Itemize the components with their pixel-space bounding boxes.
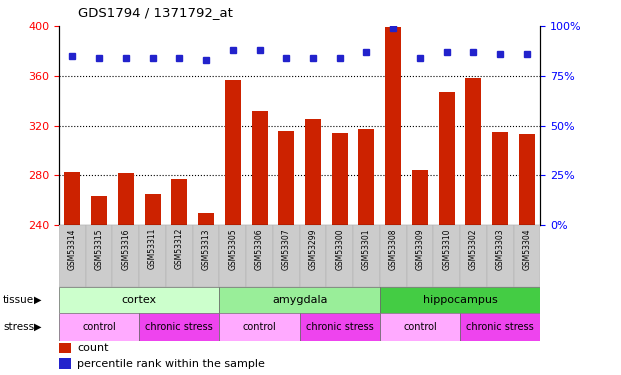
Bar (460, 225, 487, 287)
Bar (380, 287, 540, 313)
Text: GSM53316: GSM53316 (121, 228, 130, 270)
Text: GSM53315: GSM53315 (94, 228, 104, 270)
Text: GSM53310: GSM53310 (442, 228, 451, 270)
Bar (59, 287, 219, 313)
Bar (112, 225, 139, 287)
Bar (118, 173, 134, 225)
Bar (198, 213, 214, 225)
Text: control: control (403, 322, 437, 332)
Bar (139, 225, 166, 287)
Bar (65, 172, 80, 225)
Bar (487, 225, 514, 287)
Bar (59, 313, 139, 341)
Bar (171, 179, 188, 225)
Text: GSM53307: GSM53307 (282, 228, 291, 270)
Bar (139, 313, 219, 341)
Bar (219, 225, 246, 287)
Text: GSM53303: GSM53303 (496, 228, 505, 270)
Text: percentile rank within the sample: percentile rank within the sample (77, 359, 265, 369)
Text: GSM53312: GSM53312 (175, 228, 184, 270)
Text: GSM53308: GSM53308 (389, 228, 397, 270)
Bar (59, 358, 71, 369)
Text: GSM53302: GSM53302 (469, 228, 478, 270)
Bar (353, 225, 380, 287)
Text: cortex: cortex (122, 295, 156, 305)
Bar (86, 225, 112, 287)
Bar (219, 287, 380, 313)
Text: GDS1794 / 1371792_at: GDS1794 / 1371792_at (78, 6, 232, 19)
Bar (299, 225, 327, 287)
Text: chronic stress: chronic stress (466, 322, 534, 332)
Bar (327, 225, 353, 287)
Bar (407, 225, 433, 287)
Text: control: control (82, 322, 116, 332)
Bar (514, 225, 540, 287)
Text: hippocampus: hippocampus (423, 295, 497, 305)
Bar (380, 313, 460, 341)
Bar (278, 130, 294, 225)
Text: GSM53305: GSM53305 (229, 228, 237, 270)
Bar (492, 132, 508, 225)
Bar (193, 225, 219, 287)
Bar (273, 225, 299, 287)
Bar (332, 133, 348, 225)
Bar (465, 78, 481, 225)
Text: ▶: ▶ (34, 322, 42, 332)
Bar (433, 225, 460, 287)
Text: chronic stress: chronic stress (145, 322, 213, 332)
Text: count: count (77, 343, 109, 353)
Bar (59, 343, 71, 353)
Bar (252, 111, 268, 225)
Bar (246, 225, 273, 287)
Text: control: control (243, 322, 276, 332)
Text: GSM53309: GSM53309 (415, 228, 424, 270)
Text: amygdala: amygdala (272, 295, 327, 305)
Bar (299, 313, 380, 341)
Bar (145, 194, 161, 225)
Text: GSM53304: GSM53304 (522, 228, 532, 270)
Bar (519, 134, 535, 225)
Text: tissue: tissue (3, 295, 34, 305)
Text: GSM53311: GSM53311 (148, 228, 157, 270)
Bar (166, 225, 193, 287)
Text: GSM53313: GSM53313 (202, 228, 211, 270)
Bar (412, 170, 428, 225)
Text: ▶: ▶ (34, 295, 42, 305)
Text: GSM53301: GSM53301 (362, 228, 371, 270)
Bar (59, 225, 86, 287)
Bar (358, 129, 374, 225)
Text: GSM53299: GSM53299 (309, 228, 317, 270)
Bar (438, 92, 455, 225)
Bar (219, 313, 299, 341)
Text: chronic stress: chronic stress (306, 322, 374, 332)
Bar (460, 313, 540, 341)
Bar (225, 80, 241, 225)
Bar (305, 119, 321, 225)
Text: stress: stress (3, 322, 34, 332)
Text: GSM53314: GSM53314 (68, 228, 77, 270)
Text: GSM53306: GSM53306 (255, 228, 264, 270)
Text: GSM53300: GSM53300 (335, 228, 344, 270)
Bar (380, 225, 407, 287)
Bar (385, 27, 401, 225)
Bar (91, 196, 107, 225)
